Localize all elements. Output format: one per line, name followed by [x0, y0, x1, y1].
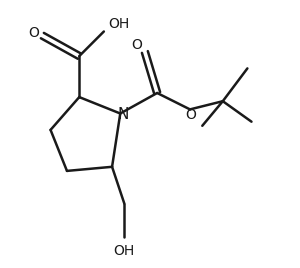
Text: OH: OH: [108, 17, 129, 31]
Text: O: O: [131, 38, 142, 52]
Text: O: O: [29, 25, 40, 39]
Text: O: O: [186, 107, 196, 121]
Text: OH: OH: [114, 244, 135, 258]
Text: N: N: [118, 107, 129, 122]
